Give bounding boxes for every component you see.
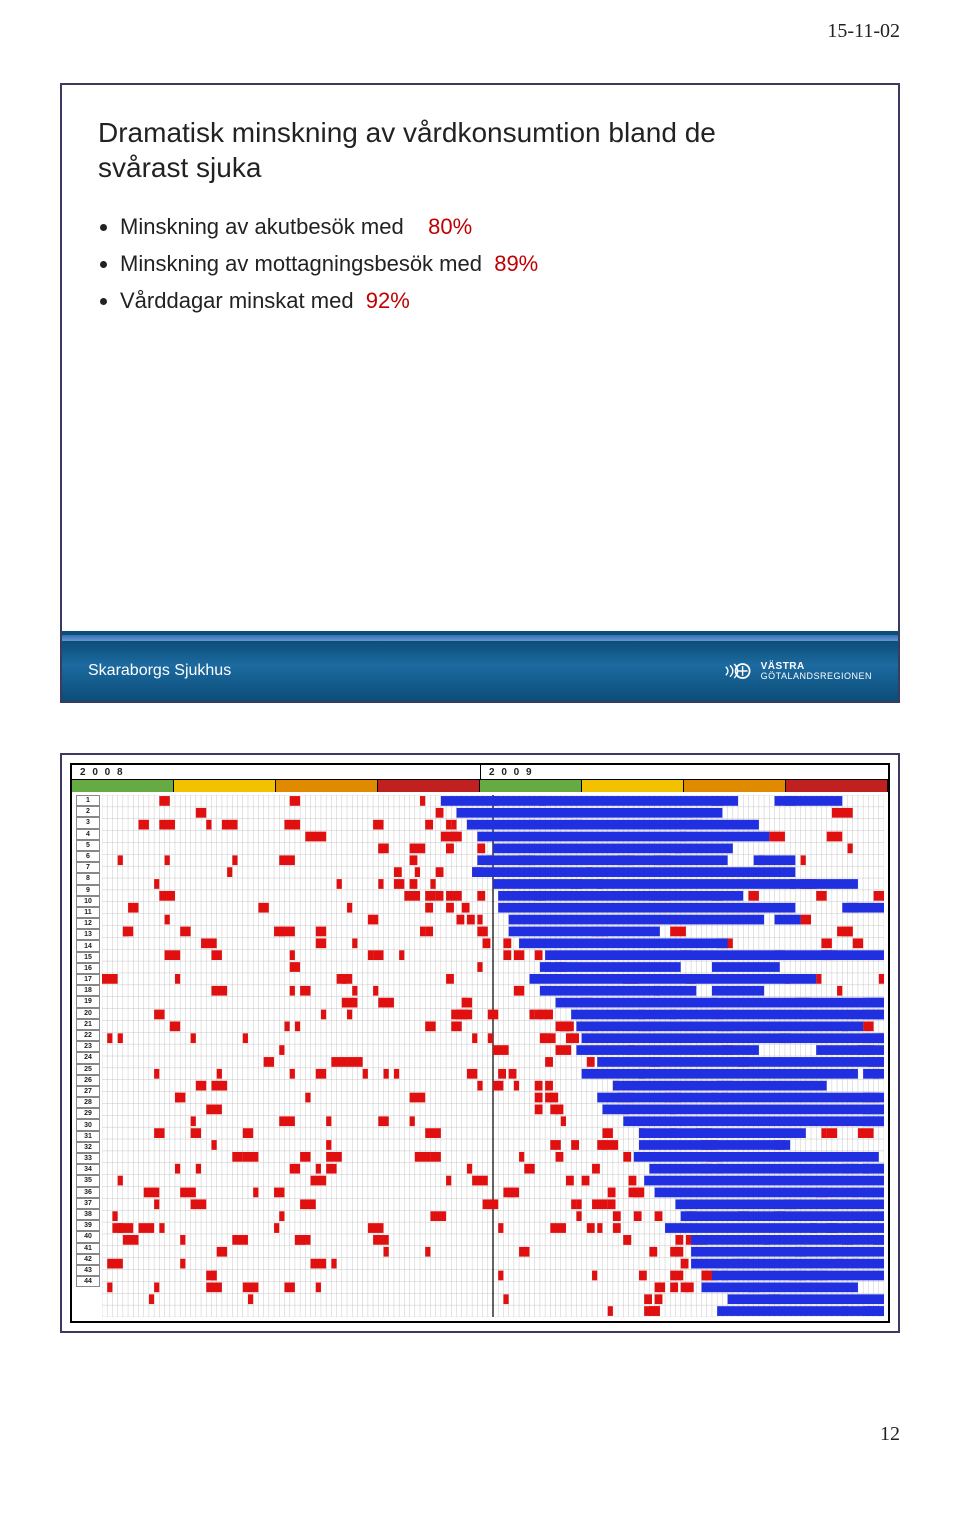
bullet2-text: Minskning av mottagningsbesök med	[120, 251, 482, 276]
logo-line2: GÖTALANDSREGIONEN	[761, 672, 872, 682]
row-num: 40	[76, 1231, 100, 1242]
slide1-title-line2: svårast sjuka	[98, 152, 261, 183]
row-num: 35	[76, 1175, 100, 1186]
row-num: 23	[76, 1041, 100, 1052]
slide-1: Dramatisk minskning av vårdkonsumtion bl…	[60, 83, 900, 703]
gantt-frame: 2 0 0 8 2 0 0 9 123456789101112131415161…	[70, 763, 890, 1323]
row-num: 24	[76, 1052, 100, 1063]
row-num: 3	[76, 817, 100, 828]
year-header: 2 0 0 8 2 0 0 9	[72, 765, 888, 780]
row-num: 38	[76, 1209, 100, 1220]
bullet-1: Minskning av akutbesök med 80%	[120, 209, 862, 244]
row-num: 25	[76, 1064, 100, 1075]
bullet3-pct: 92%	[366, 288, 410, 313]
year-2009: 2 0 0 9	[480, 765, 888, 779]
row-num: 32	[76, 1142, 100, 1153]
row-num: 10	[76, 896, 100, 907]
row-num: 30	[76, 1119, 100, 1130]
page-number: 12	[60, 1383, 900, 1446]
row-num: 12	[76, 918, 100, 929]
footer-left-text: Skaraborgs Sjukhus	[88, 662, 231, 680]
row-num: 34	[76, 1164, 100, 1175]
logo-line1: VÄSTRA	[761, 661, 872, 672]
footer-logo: VÄSTRA GÖTALANDSREGIONEN	[723, 657, 872, 685]
bullet-3: Vårddagar minskat med 92%	[120, 283, 862, 318]
row-num: 16	[76, 963, 100, 974]
row-num: 33	[76, 1153, 100, 1164]
gantt-svg	[102, 795, 884, 1317]
row-num: 37	[76, 1198, 100, 1209]
header-date: 15-11-02	[60, 20, 900, 83]
row-num: 2	[76, 806, 100, 817]
row-num: 11	[76, 907, 100, 918]
slide1-bullets: Minskning av akutbesök med 80% Minskning…	[98, 209, 862, 319]
bullet3-text: Vårddagar minskat med	[120, 288, 354, 313]
row-num: 42	[76, 1254, 100, 1265]
row-num: 31	[76, 1131, 100, 1142]
row-num: 13	[76, 929, 100, 940]
row-num: 41	[76, 1243, 100, 1254]
row-num: 7	[76, 862, 100, 873]
row-num: 28	[76, 1097, 100, 1108]
bullet2-pct: 89%	[494, 251, 538, 276]
row-num: 36	[76, 1187, 100, 1198]
row-numbers: 1234567891011121314151617181920212223242…	[76, 795, 100, 1317]
row-num: 43	[76, 1265, 100, 1276]
row-num: 29	[76, 1108, 100, 1119]
row-num: 1	[76, 795, 100, 806]
bullet1-text: Minskning av akutbesök med	[120, 214, 404, 239]
row-num: 6	[76, 851, 100, 862]
row-num: 27	[76, 1086, 100, 1097]
row-num: 21	[76, 1019, 100, 1030]
slide-2: 2 0 0 8 2 0 0 9 123456789101112131415161…	[60, 753, 900, 1333]
row-num: 17	[76, 974, 100, 985]
bullet-2: Minskning av mottagningsbesök med 89%	[120, 246, 862, 281]
row-num: 19	[76, 996, 100, 1007]
row-num: 8	[76, 873, 100, 884]
slide1-title-line1: Dramatisk minskning av vårdkonsumtion bl…	[98, 117, 716, 148]
quarter-color-band	[72, 780, 888, 792]
slide1-title: Dramatisk minskning av vårdkonsumtion bl…	[98, 115, 862, 185]
slide1-footer-band: Skaraborgs Sjukhus VÄSTRA GÖTALANDSREGIO…	[62, 631, 898, 701]
row-num: 15	[76, 952, 100, 963]
row-num: 20	[76, 1008, 100, 1019]
vgr-logo-icon	[723, 657, 751, 685]
row-num: 4	[76, 829, 100, 840]
row-num: 9	[76, 885, 100, 896]
row-num: 18	[76, 985, 100, 996]
row-num: 22	[76, 1030, 100, 1041]
year-2008: 2 0 0 8	[72, 765, 480, 779]
row-num: 5	[76, 840, 100, 851]
row-num: 14	[76, 940, 100, 951]
gantt-body	[102, 795, 884, 1317]
bullet1-pct: 80%	[428, 214, 472, 239]
row-num: 44	[76, 1276, 100, 1287]
row-num: 26	[76, 1075, 100, 1086]
row-num: 39	[76, 1220, 100, 1231]
